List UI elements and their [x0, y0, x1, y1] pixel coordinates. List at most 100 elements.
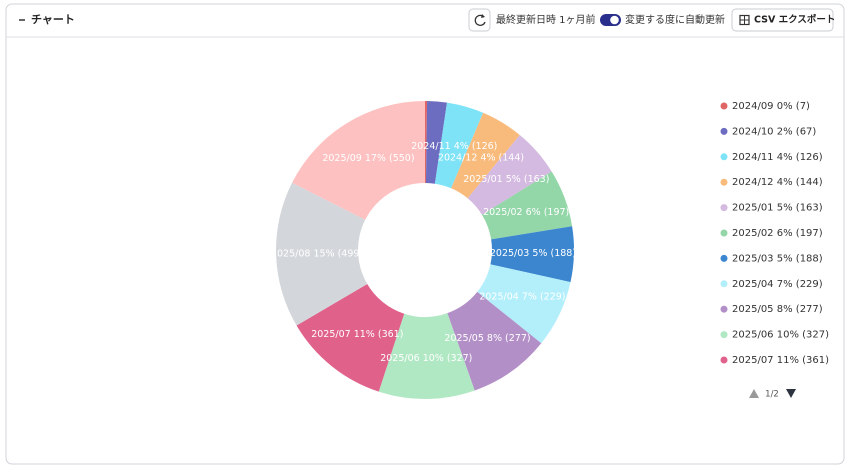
legend-entry: 2024/10 2% (67) — [732, 126, 816, 137]
label-part: (197) — [796, 228, 823, 239]
label-part: 2% — [777, 126, 793, 137]
label-part: (7) — [796, 101, 810, 112]
legend-page: 1/2 — [765, 390, 779, 400]
legend-entry: 2024/09 0% (7) — [732, 101, 810, 112]
legend-swatch — [720, 204, 728, 212]
label-part: (277) — [796, 304, 823, 315]
label-part: (361) — [378, 329, 404, 340]
label-part: 2025/06 — [732, 330, 774, 341]
donut-slice — [378, 313, 475, 400]
label-part: 0% — [777, 101, 793, 112]
label-part: (67) — [796, 126, 817, 137]
label-part: 2025/07 — [311, 329, 350, 340]
legend-next[interactable] — [786, 389, 796, 398]
legend-swatch — [720, 254, 728, 262]
legend-entry: 2025/05 8% (277) — [732, 304, 823, 315]
donut-slice — [467, 135, 552, 215]
label-part: 6% — [777, 228, 793, 239]
label-part: 2025/01 — [732, 203, 774, 214]
label-part: 11% — [777, 355, 799, 366]
label-part: 2024/12 — [732, 177, 774, 188]
label-part: 4% — [480, 152, 495, 163]
label-part: (144) — [796, 177, 823, 188]
label-part: 6% — [526, 207, 541, 218]
panel-border — [5, 3, 845, 465]
label-part: 2025/04 — [479, 291, 518, 302]
label-part: (277) — [505, 333, 531, 344]
label-part: 2025/05 — [732, 304, 774, 315]
label-part: 15% — [313, 248, 334, 259]
donut-slice — [490, 226, 574, 283]
label-part: 2025/09 — [322, 152, 361, 163]
label-part: 2025/04 — [732, 279, 774, 290]
slice-label: 2025/04 7% (229) — [479, 291, 565, 302]
legend-swatch — [720, 153, 728, 161]
label-part: (499) — [338, 248, 364, 259]
label-part: (229) — [540, 291, 566, 302]
legend-swatch — [720, 305, 728, 313]
panel-title: チャート — [31, 13, 75, 26]
legend-swatch — [720, 102, 728, 110]
donut-slice — [425, 101, 428, 184]
label-part: (188) — [796, 253, 823, 264]
label-part: (327) — [447, 352, 473, 363]
label-part: 2025/06 — [380, 352, 419, 363]
slice-label: 2024/12 4% (144) — [438, 152, 524, 163]
legend-entry: 2025/03 5% (188) — [732, 253, 823, 264]
label-part: 2024/11 — [411, 141, 450, 152]
label-part: (188) — [550, 248, 576, 259]
export-label: CSV エクスポート — [754, 14, 835, 26]
slice-label: 2025/08 15% (499) — [271, 248, 363, 259]
label-part: (197) — [544, 207, 570, 218]
donut-slice — [276, 182, 368, 326]
label-part: (550) — [389, 152, 415, 163]
toggle-knob — [610, 15, 619, 25]
label-part: (163) — [524, 173, 550, 184]
slice-label: 2025/02 6% (197) — [483, 207, 569, 218]
refresh-arrow — [481, 14, 485, 18]
legend-entry: 2025/02 6% (197) — [732, 228, 823, 239]
label-part: 8% — [487, 333, 502, 344]
donut-slice — [434, 102, 484, 189]
legend-entry: 2025/01 5% (163) — [732, 203, 823, 214]
slice-label: 2024/11 4% (126) — [411, 141, 497, 152]
donut-slice — [296, 283, 405, 392]
refresh-icon — [474, 14, 486, 26]
slice-label: 2025/09 17% (550) — [322, 152, 414, 163]
label-part: 2025/02 — [732, 228, 774, 239]
last-updated: 最終更新日時 1ヶ月前 — [496, 13, 596, 26]
donut-slice — [425, 101, 448, 184]
label-part: (361) — [802, 355, 829, 366]
label-part: 2025/03 — [732, 253, 774, 264]
legend-entry: 2025/04 7% (229) — [732, 279, 823, 290]
refresh-button[interactable] — [468, 8, 491, 32]
label-part: 5% — [777, 203, 793, 214]
export-box[interactable] — [731, 8, 834, 32]
legend-swatch — [720, 127, 728, 135]
refresh-box[interactable] — [468, 8, 491, 32]
label-part: 10% — [423, 352, 444, 363]
label-part: (126) — [796, 152, 823, 163]
legend-prev[interactable] — [749, 389, 759, 398]
legend-entry: 2025/07 11% (361) — [732, 355, 829, 366]
donut-slice — [481, 171, 573, 240]
label-part: 2025/08 — [271, 248, 310, 259]
legend-entry: 2025/06 10% (327) — [732, 330, 829, 341]
label-part: (327) — [802, 330, 829, 341]
export-button[interactable]: CSV エクスポート — [731, 8, 835, 32]
slice-label: 2025/05 8% (277) — [444, 333, 530, 344]
label-part: 5% — [506, 173, 521, 184]
label-part: 2024/09 — [732, 101, 774, 112]
label-part: 2024/12 — [438, 152, 477, 163]
legend-entry: 2024/11 4% (126) — [732, 152, 823, 163]
label-part: 2025/03 — [490, 248, 529, 259]
slice-label: 2025/03 5% (188) — [490, 248, 576, 259]
slice-label: 2025/01 5% (163) — [463, 173, 549, 184]
legend-swatch — [720, 331, 728, 339]
auto-update-toggle[interactable] — [600, 14, 621, 26]
slice-label: 2025/07 11% (361) — [311, 329, 403, 340]
label-part: 10% — [777, 330, 799, 341]
slice-label: 2025/06 10% (327) — [380, 352, 472, 363]
label-part: 2024/10 — [732, 126, 774, 137]
